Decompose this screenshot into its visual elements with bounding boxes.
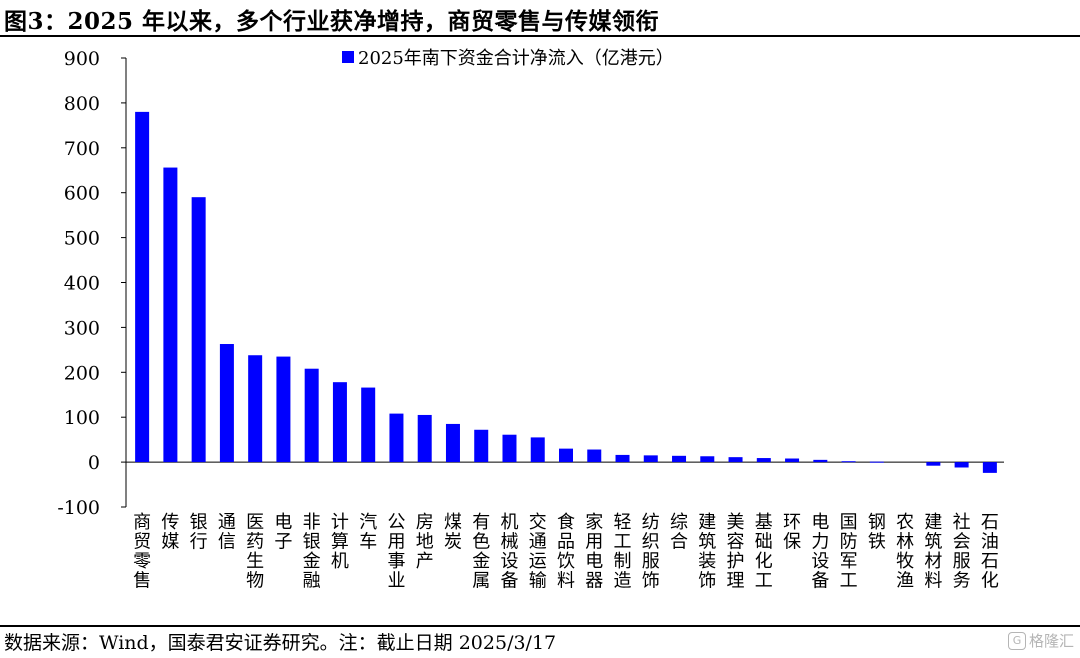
bar [474,429,489,463]
bar [982,462,997,473]
y-tick-label: -100 [57,497,100,519]
x-tick-label: 钢铁 [868,512,886,553]
y-tick-label: 100 [64,407,100,429]
x-tick-label: 纺织服饰 [642,512,660,592]
bar [219,344,234,463]
bar [926,462,941,466]
watermark-text: 格隆汇 [1028,632,1074,650]
bar [559,448,573,463]
y-tick-label: 300 [64,317,100,339]
bar [361,387,376,463]
bar [332,382,347,463]
legend-swatch [342,51,354,63]
y-tick-label: 200 [64,362,100,384]
y-axis: 900 800 700 600 500 400 300 200 100 0 -100 [57,48,127,519]
bar [276,356,291,463]
watermark: G 格隆汇 [1007,630,1074,651]
x-tick-label: 房地产 [416,512,434,572]
source-note: 数据来源：Wind，国泰君安证券研究。注：截止日期 2025/3/17 [4,632,557,654]
legend-label: 2025年南下资金合计净流入（亿港元） [358,48,674,69]
x-tick-label: 传媒 [161,512,179,553]
figure-title: 图3：2025 年以来，多个行业获净增持，商贸零售与传媒领衔 [4,8,660,35]
bar [417,414,432,463]
bar [841,461,856,463]
bar [672,455,687,463]
bar [954,462,969,468]
bar [304,368,319,463]
x-tick-label: 汽车 [359,512,377,553]
x-tick-label: 家用电器 [585,512,603,592]
x-tick-label: 食品饮料 [557,512,575,592]
top-rule [0,35,1080,37]
bar [502,434,517,463]
y-tick-label: 400 [64,273,100,295]
x-tick-label: 非银金融 [303,512,321,592]
bar [756,458,771,463]
bar [191,197,206,463]
y-tick-label: 0 [88,452,100,474]
bar [530,437,545,463]
x-tick-label: 煤炭 [444,512,462,553]
watermark-logo-icon: G [1007,631,1026,650]
chart-legend: 2025年南下资金合计净流入（亿港元） [342,48,674,69]
x-tick-label: 美容护理 [727,512,745,592]
x-tick-label: 国防军工 [840,512,858,592]
x-tick-label: 商贸零售 [133,512,151,592]
bar [785,458,800,463]
bars [135,111,997,473]
x-tick-label: 建筑材料 [924,512,942,592]
x-tick-label: 轻工制造 [614,512,632,592]
x-tick-label: 综合 [670,512,688,553]
bar [813,459,828,463]
x-tick-label: 公用事业 [387,512,405,592]
x-tick-label: 有色金属 [472,512,490,592]
x-tick-label: 交通运输 [529,512,547,592]
x-tick-label: 机械设备 [500,512,518,592]
bar [135,111,150,463]
bottom-rule [0,625,1080,627]
bar [643,455,658,463]
x-tick-label: 医药生物 [246,512,264,592]
bar [389,413,404,463]
x-tick-label: 电子 [274,512,292,553]
x-tick-label: 建筑装饰 [698,512,716,592]
y-tick-label: 600 [64,183,100,205]
bar [700,456,715,463]
bar [728,457,743,463]
bar [587,449,602,463]
x-tick-label: 基础化工 [755,512,773,592]
bar [445,423,460,463]
y-tick-label: 900 [64,48,100,70]
bar [869,461,884,463]
bar [615,454,630,463]
x-tick-label: 通信 [218,512,236,553]
y-tick-label: 800 [64,93,100,115]
x-tick-label: 农林牧渔 [896,512,914,592]
x-tick-label: 银行 [190,512,208,553]
bar [163,167,178,463]
bar-chart: 2025年南下资金合计净流入（亿港元） 900 800 700 600 500 400 30… [57,48,1004,592]
x-tick-label: 计算机 [331,512,349,572]
x-tick-label: 电力设备 [811,512,829,592]
y-tick-label: 700 [64,138,100,160]
x-tick-label: 社会服务 [953,512,971,592]
x-tick-labels: 商贸零售传媒银行通信医药生物电子非银金融计算机汽车公用事业房地产煤炭有色金属机械… [133,512,999,592]
x-tick-label: 环保 [783,512,801,553]
y-tick-label: 500 [64,228,100,250]
x-tick-label: 石油石化 [981,512,999,592]
bar [248,355,263,463]
